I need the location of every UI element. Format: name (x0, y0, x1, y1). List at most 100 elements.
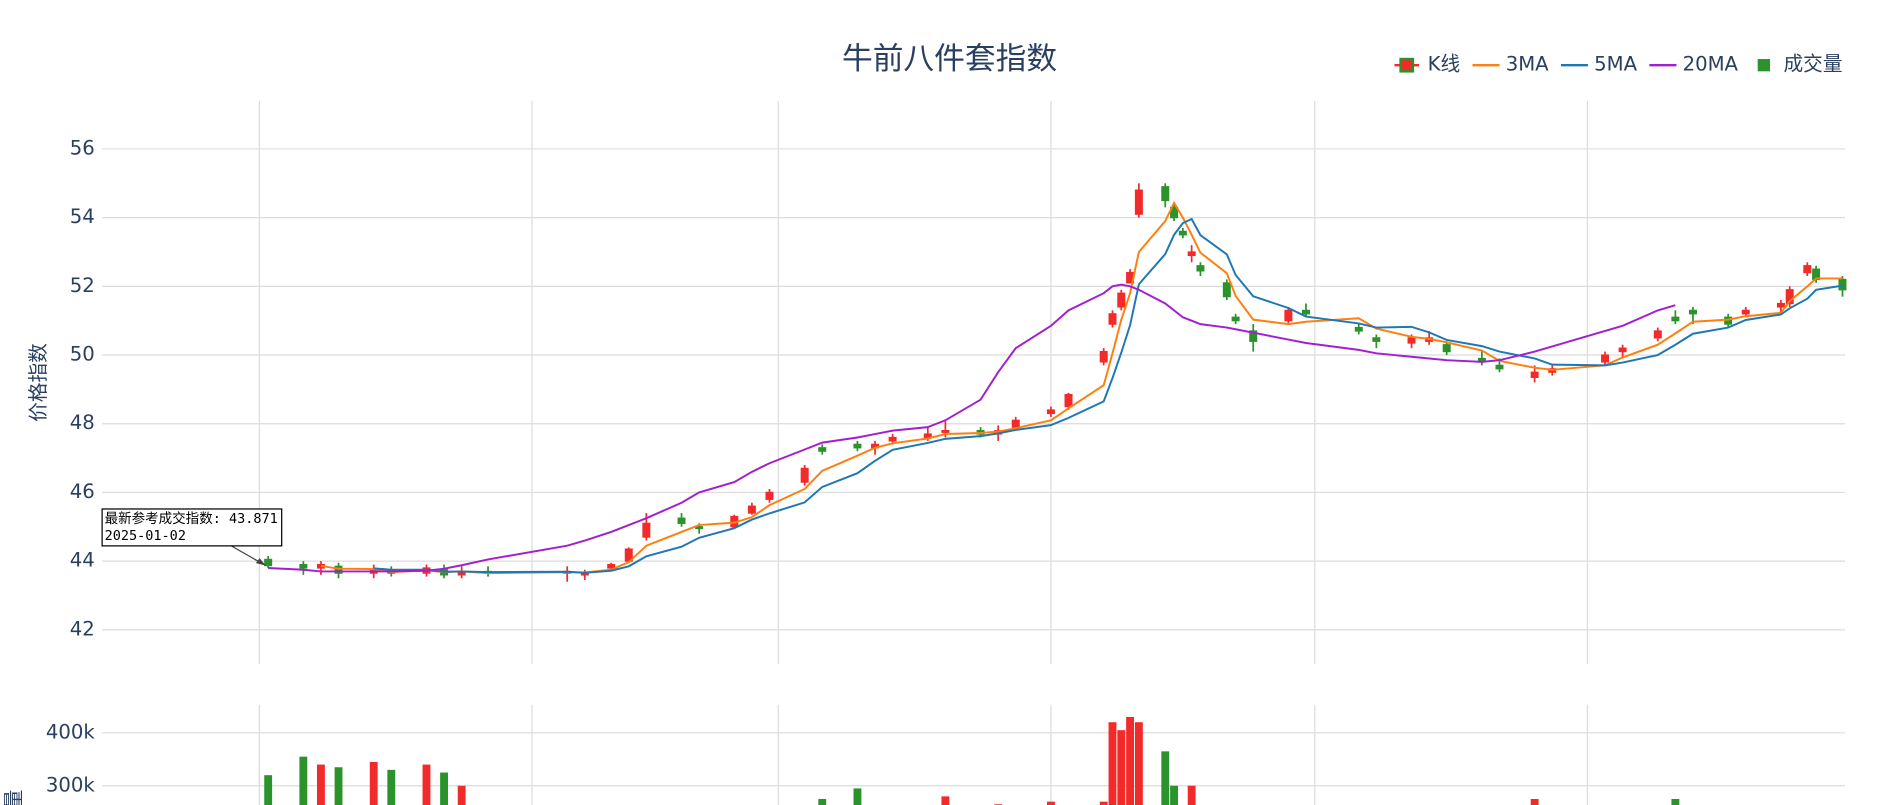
volume-bar (264, 775, 273, 805)
legend-label: 成交量 (1784, 53, 1843, 76)
volume-bar (317, 764, 325, 805)
y-tick-label: 56 (70, 136, 95, 159)
volume-tick-label: 300k (46, 773, 96, 796)
candle-body (1803, 265, 1812, 274)
volume-bar (941, 796, 950, 805)
annotation-arrowhead (255, 558, 266, 566)
annotation-text: 最新参考成交指数: 43.871 (105, 510, 278, 527)
candle-body (607, 563, 616, 569)
volume-bar (422, 764, 431, 805)
legend-swatch (1399, 57, 1415, 73)
candle-body (1117, 292, 1126, 308)
candle-body (1741, 309, 1750, 315)
candle-body (642, 522, 651, 538)
chart-title: 牛前八件套指数 (842, 41, 1057, 77)
candle-body (1161, 186, 1170, 202)
candle-body (747, 505, 756, 514)
candle-body (1064, 393, 1073, 408)
candle-body (1372, 337, 1381, 342)
candle-body (1301, 309, 1310, 315)
candle-body (1178, 230, 1187, 236)
candle-body (1170, 206, 1179, 219)
legend-label: 20MA (1683, 53, 1739, 76)
legend-label: K线 (1428, 53, 1461, 76)
y-tick-label: 46 (70, 480, 95, 503)
legend-swatch (1757, 59, 1770, 72)
candle-body (765, 491, 774, 500)
candle-body (941, 429, 950, 433)
candle-body (853, 443, 862, 449)
candle-body (264, 558, 273, 567)
candle-body (818, 447, 827, 452)
candle-body (334, 565, 343, 574)
candle-body (1011, 419, 1020, 428)
legend-label: 5MA (1594, 53, 1637, 76)
candle-body (1530, 371, 1539, 378)
candle-body (1249, 330, 1258, 342)
candle-body (1046, 409, 1055, 415)
candle-body (1838, 278, 1847, 291)
y-tick-label: 50 (70, 343, 95, 366)
candle-body (888, 436, 897, 442)
volume-bar (1170, 785, 1178, 805)
volume-bar (440, 772, 449, 805)
ma-line (268, 283, 1676, 573)
volume-bar (1530, 799, 1539, 805)
volume-bar (1161, 751, 1170, 805)
y-axis-title: 价格指数 (27, 343, 50, 422)
candle-body (1354, 326, 1363, 332)
candle-body (1222, 282, 1231, 298)
candle-body (1618, 347, 1627, 353)
volume-bar (387, 769, 396, 805)
y-tick-label: 48 (70, 411, 95, 434)
candle-body (677, 517, 686, 524)
y-tick-label: 52 (70, 274, 95, 297)
candle-body (1785, 289, 1794, 305)
y-tick-label: 44 (70, 549, 95, 572)
candle-body (1671, 316, 1680, 322)
candle-body (299, 563, 308, 569)
volume-bar (1117, 730, 1126, 805)
candle-body (1284, 309, 1293, 322)
candle-body (1108, 313, 1117, 325)
volume-bar (369, 761, 378, 805)
y-tick-label: 54 (70, 205, 95, 228)
ma-line (320, 200, 1843, 575)
volume-axis-title: 量 (2, 790, 25, 805)
candle-body (1776, 302, 1785, 308)
candle-body (1134, 189, 1143, 215)
candle-body (800, 467, 809, 483)
legend: K线 3MA 5MA 20MA 成交量 (1394, 53, 1842, 76)
volume-bar (1187, 785, 1196, 805)
volume-bar (457, 785, 466, 805)
candle-body (1601, 354, 1610, 363)
volume-bar (1099, 801, 1108, 805)
legend-label: 3MA (1506, 53, 1549, 76)
volume-bar (1108, 722, 1117, 805)
annotation-text: 2025-01-02 (105, 528, 186, 544)
volume-tick-label: 400k (46, 720, 96, 743)
candle-body (923, 433, 932, 439)
candle-body (1495, 364, 1504, 370)
volume-bar (334, 767, 343, 805)
candle-body (1196, 265, 1205, 272)
y-tick-label: 42 (70, 617, 95, 640)
volume-bar (1134, 722, 1143, 805)
annotation-box (101, 508, 283, 547)
candle-body (1653, 330, 1662, 339)
volume-bar (1126, 716, 1135, 805)
candle-body (695, 526, 704, 530)
candle-body (1231, 316, 1240, 322)
volume-bar (299, 756, 308, 805)
ma-line (373, 217, 1843, 574)
candle-body (1187, 251, 1196, 257)
candle-body (1099, 350, 1108, 363)
candle-body (1407, 337, 1416, 344)
volume-bar (1671, 799, 1680, 805)
candle-body (1688, 309, 1697, 315)
candle-body (1442, 344, 1451, 353)
volume-bar (853, 788, 862, 805)
volume-bar (1046, 801, 1055, 805)
